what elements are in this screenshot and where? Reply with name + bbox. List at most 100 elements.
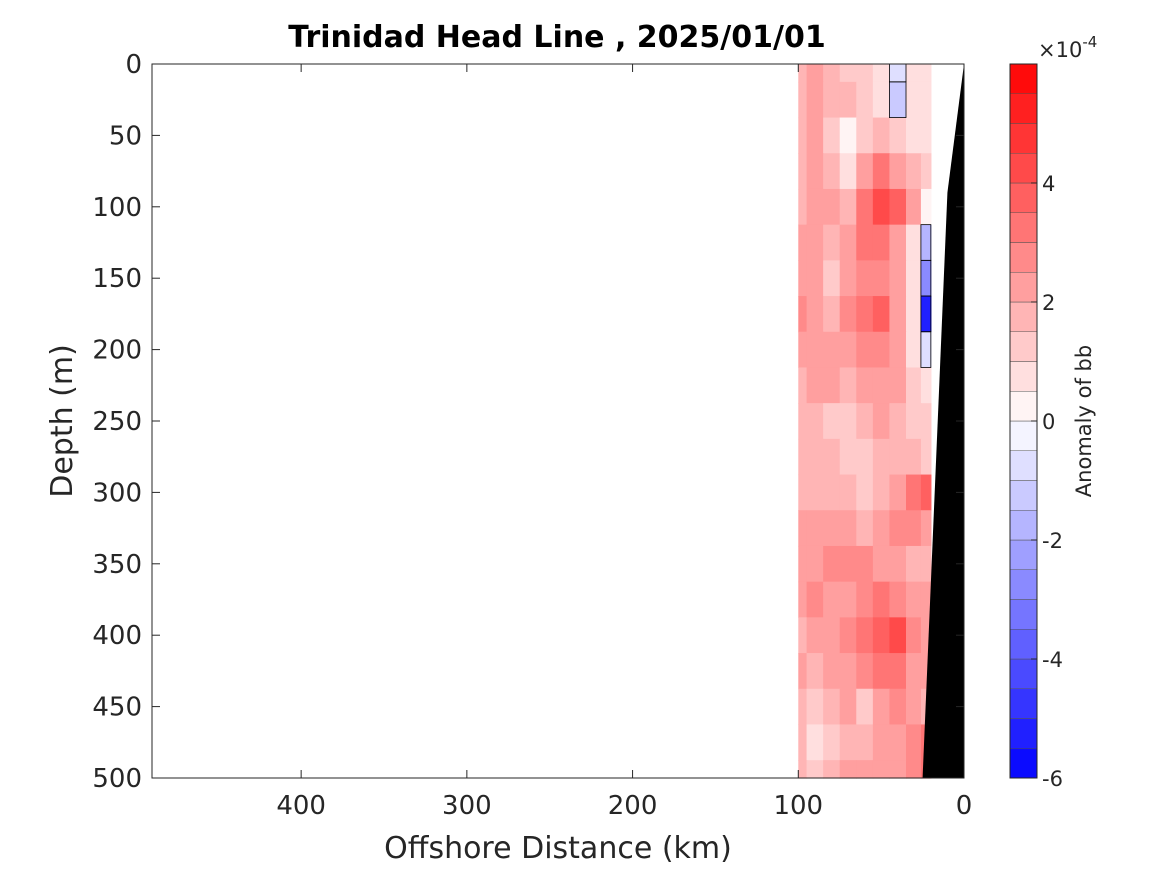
- colorbar-tick-label: -2: [1042, 529, 1063, 553]
- heatmap-cell: [872, 260, 891, 297]
- x-tick-label: 200: [608, 791, 658, 821]
- heatmap-cell: [839, 367, 857, 404]
- heatmap-cell: [920, 367, 932, 404]
- heatmap-cell: [872, 474, 891, 511]
- heatmap-cell: [798, 545, 808, 583]
- heatmap-cell: [856, 296, 874, 333]
- heatmap-cell: [798, 188, 808, 226]
- colorbar-swatch: [1009, 212, 1038, 243]
- heatmap-cell: [920, 64, 932, 83]
- colorbar-label: Anomaly of bb: [1072, 345, 1096, 497]
- heatmap-cell: [798, 510, 808, 547]
- heatmap-cell: [856, 688, 874, 726]
- heatmap-cell: [872, 581, 891, 618]
- y-tick-label: 50: [109, 121, 142, 151]
- heatmap-cell: [806, 260, 824, 297]
- heatmap-cell: [872, 438, 891, 476]
- colorbar-swatches: [1009, 63, 1038, 779]
- heatmap-cell: [839, 474, 857, 511]
- heatmap-cell: [906, 438, 922, 476]
- colorbar-swatch: [1009, 123, 1038, 154]
- y-tick-label: 500: [92, 764, 142, 794]
- heatmap-cell: [872, 403, 891, 440]
- y-tick-label: 0: [125, 50, 142, 80]
- heatmap-cell: [806, 403, 824, 440]
- heatmap-cell: [856, 331, 874, 369]
- colorbar-swatch: [1009, 391, 1038, 422]
- heatmap-cell: [823, 367, 841, 404]
- heatmap-cell: [806, 510, 824, 547]
- heatmap-cell: [872, 617, 891, 654]
- colorbar-swatch: [1009, 272, 1038, 303]
- heatmap-cell: [839, 331, 857, 369]
- heatmap-cell: [806, 653, 824, 690]
- heatmap-cell: [806, 724, 824, 761]
- heatmap-cell: [839, 188, 857, 226]
- heatmap-cell: [806, 224, 824, 261]
- x-tick-label: 300: [442, 791, 492, 821]
- heatmap-cell: [806, 617, 824, 654]
- heatmap-cell: [856, 510, 874, 547]
- anomaly-field: [798, 64, 932, 779]
- heatmap-cell: [920, 653, 932, 690]
- heatmap-cell: [823, 581, 841, 618]
- heatmap-cell: [823, 188, 841, 226]
- heatmap-cell: [906, 653, 922, 690]
- heatmap-cell: [889, 653, 907, 690]
- colorbar-swatch: [1009, 301, 1038, 332]
- heatmap-cell: [823, 474, 841, 511]
- heatmap-cell: [839, 617, 857, 654]
- heatmap-cell: [823, 224, 841, 261]
- heatmap-cell: [839, 260, 857, 297]
- heatmap-cell: [872, 224, 891, 261]
- contour-line: [889, 81, 907, 118]
- colorbar-swatch: [1009, 153, 1038, 184]
- heatmap-cell: [806, 581, 824, 618]
- heatmap-cell: [798, 224, 808, 261]
- heatmap-cell: [906, 81, 922, 119]
- heatmap-cell: [872, 81, 891, 119]
- colorbar-swatch: [1009, 480, 1038, 511]
- heatmap-cell: [823, 296, 841, 333]
- zero-contour: [889, 63, 932, 368]
- colorbar-tick-label: 0: [1042, 410, 1055, 434]
- colorbar-tick-label: 4: [1042, 172, 1055, 196]
- heatmap-cell: [872, 153, 891, 190]
- heatmap-cell: [823, 331, 841, 369]
- heatmap-cell: [856, 653, 874, 690]
- heatmap-cell: [920, 260, 932, 297]
- x-axis-label: Offshore Distance (km): [384, 831, 732, 866]
- heatmap-cell: [872, 296, 891, 333]
- heatmap-cell: [798, 331, 808, 369]
- heatmap-cell: [920, 474, 932, 511]
- heatmap-cell: [806, 331, 824, 369]
- heatmap-cell: [839, 438, 857, 476]
- heatmap-cell: [806, 438, 824, 476]
- y-axis-label: Depth (m): [45, 344, 80, 498]
- heatmap-cell: [856, 403, 874, 440]
- heatmap-cell: [798, 474, 808, 511]
- colorbar-swatch: [1009, 361, 1038, 392]
- heatmap-cell: [798, 724, 808, 761]
- y-tick-label: 100: [92, 193, 142, 223]
- heatmap-cell: [856, 188, 874, 226]
- heatmap-cell: [839, 117, 857, 154]
- heatmap-cell: [920, 438, 932, 476]
- heatmap-cell: [806, 367, 824, 404]
- heatmap-cell: [889, 81, 907, 119]
- heatmap-cell: [839, 545, 857, 583]
- heatmap-cell: [798, 153, 808, 190]
- heatmap-cell: [856, 474, 874, 511]
- heatmap-cell: [839, 581, 857, 618]
- y-axis: 0 50 100 150 200 250 300 350 400 450 500: [92, 50, 964, 794]
- heatmap-cell: [806, 688, 824, 726]
- heatmap-cell: [823, 545, 841, 583]
- heatmap-cell: [906, 403, 922, 440]
- heatmap-cell: [906, 688, 922, 726]
- heatmap-cell: [798, 260, 808, 297]
- heatmap-cell: [906, 188, 922, 226]
- colorbar-ticks: -6 -4 -2 0 2 4: [1031, 172, 1063, 791]
- heatmap-cell: [856, 760, 874, 779]
- heatmap-cell: [906, 581, 922, 618]
